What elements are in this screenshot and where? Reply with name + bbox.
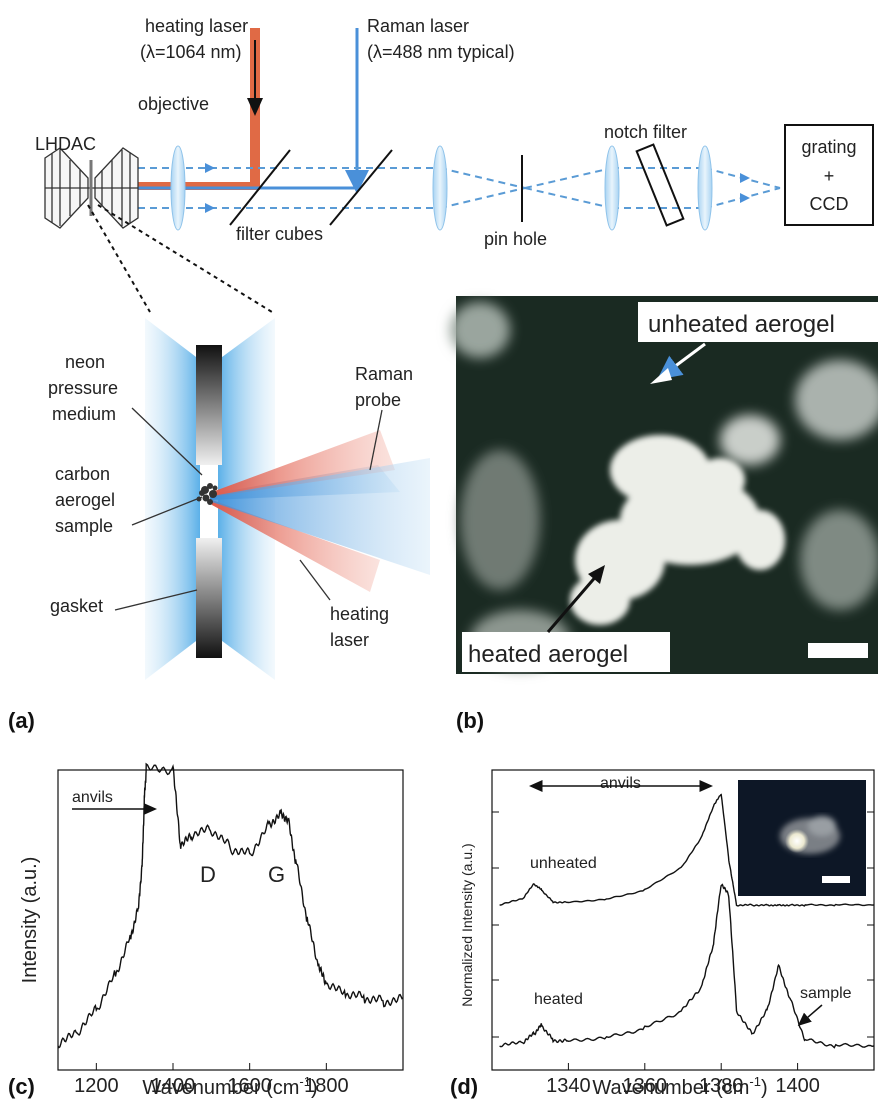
chart-d-heated-label: heated: [534, 991, 583, 1008]
chart-c-x-ticks: 1200 1400 1600 1800: [74, 1063, 349, 1097]
ccd-label: CCD: [810, 194, 849, 214]
blue-wide-beam: [212, 458, 430, 575]
chart-c: 1200 1400 1600 1800 Wavenumber (cm-1) Inten…: [8, 762, 404, 1099]
chart-d: 1340 1360 1380 1400 Wavenumber (cm-1) Norma…: [450, 769, 875, 1099]
gasket-label: gasket: [50, 596, 103, 616]
objective-label: objective: [138, 94, 209, 114]
chart-c-anvils-label: anvils: [72, 789, 113, 806]
heating-laser-title: heating laser: [145, 16, 248, 36]
filter-cube-1: [229, 149, 291, 226]
chart-d-unheated-label: unheated: [530, 855, 597, 872]
chart-c-tick-label: 1600: [227, 1075, 272, 1097]
gasket-top: [196, 345, 222, 465]
panel-d-tag: (d): [450, 1074, 478, 1099]
grating-plus: +: [824, 166, 835, 186]
chart-c-G-label: G: [268, 862, 285, 887]
chart-c-series-line: [57, 762, 404, 1049]
grating-label: grating: [801, 137, 856, 157]
zoom-line-right: [97, 204, 273, 313]
neon-label-3: medium: [52, 404, 116, 424]
chart-c-frame: [57, 769, 404, 1071]
sample-leader: [131, 496, 203, 526]
notch-filter-label: notch filter: [604, 122, 687, 142]
neon-leader: [131, 407, 203, 476]
grating-ccd-box: [784, 124, 874, 226]
pin-hole-label: pin hole: [484, 229, 547, 249]
lhdac-cell: [44, 147, 139, 229]
heating-leader: [299, 559, 331, 601]
chart-d-inset: [738, 780, 866, 896]
raman-laser-title: Raman laser: [367, 16, 469, 36]
sample-label-1: carbon: [55, 464, 110, 484]
lens-2: [432, 145, 448, 231]
heating-beam-lower: [212, 500, 380, 592]
filter-cube-2: [329, 149, 393, 226]
heated-aerogel-label: heated aerogel: [468, 641, 628, 668]
raman-laser-wavelength: (λ=488 nm typical): [367, 42, 515, 62]
optical-setup: grating + CCD heating laser (λ=1064 nm) …: [35, 16, 874, 313]
left-anvil: [145, 318, 200, 680]
chart-d-tick-label: 1360: [623, 1075, 668, 1097]
heated-arrow: [546, 573, 600, 633]
panel-b-tag: (b): [456, 708, 484, 733]
chart-c-tick-label: 1200: [74, 1075, 119, 1097]
chart-c-tick-label: 1400: [151, 1075, 196, 1097]
chart-d-anvils-label: anvils: [600, 775, 641, 792]
gasket-bottom: [196, 538, 222, 658]
lens-4: [697, 145, 713, 231]
neon-label-2: pressure: [48, 378, 118, 398]
chart-d-tick-label: 1380: [699, 1075, 744, 1097]
chart-c-xlabel: Wavenumber (cm-1): [142, 1074, 317, 1099]
objective-lens: [170, 145, 186, 231]
heating-laser-label-1: heating: [330, 604, 389, 624]
chart-d-tick-label: 1340: [546, 1075, 591, 1097]
sample-label-2: aerogel: [55, 490, 115, 510]
chart-d-series-unheated: [499, 793, 875, 907]
neon-label-1: neon: [65, 352, 105, 372]
heating-laser-label-2: laser: [330, 630, 369, 650]
unheated-aerogel-label: unheated aerogel: [648, 311, 835, 338]
filter-cubes-label: filter cubes: [236, 224, 323, 244]
chart-d-ylabel: Normalized Intensity (a.u.): [459, 843, 475, 1006]
notch-filter: [635, 143, 685, 227]
cell-zoom: neon pressure medium carbon aerogel samp…: [8, 318, 430, 733]
chart-d-tick-label: 1400: [775, 1075, 820, 1097]
panel-c-tag: (c): [8, 1074, 35, 1099]
chart-d-sample-arrow: [797, 1004, 823, 1026]
lens-3: [604, 145, 620, 231]
chart-d-sample-label: sample: [800, 985, 852, 1002]
unheated-arrow: [657, 342, 706, 380]
chart-d-frame: [491, 769, 875, 1071]
raman-probe-upper: [212, 430, 395, 497]
scale-bar: [808, 643, 868, 658]
micrograph: unheated aerogel heated aerogel (b): [450, 296, 878, 733]
chart-d-series-heated: [499, 883, 875, 1049]
sample-label-3: sample: [55, 516, 113, 536]
aerogel-sample: [196, 483, 218, 505]
chart-c-D-label: D: [200, 862, 216, 887]
raman-probe-leader: [369, 409, 383, 471]
chart-d-x-ticks: 1340 1360 1380 1400: [546, 1063, 820, 1097]
beam-arrows: [205, 163, 750, 213]
dashed-beams: [138, 167, 781, 209]
raman-probe-label-2: probe: [355, 390, 401, 410]
heating-laser-wavelength: (λ=1064 nm): [140, 42, 242, 62]
panel-a-tag: (a): [8, 708, 35, 733]
chart-d-xlabel: Wavenumber (cm-1): [592, 1074, 767, 1099]
raman-probe-label-1: Raman: [355, 364, 413, 384]
gasket-leader: [114, 589, 198, 611]
chart-d-y-ticks: [492, 811, 874, 1038]
chart-c-ylabel: Intensity (a.u.): [19, 857, 41, 984]
lhdac-label: LHDAC: [35, 134, 96, 154]
chart-c-tick-label: 1800: [304, 1075, 349, 1097]
